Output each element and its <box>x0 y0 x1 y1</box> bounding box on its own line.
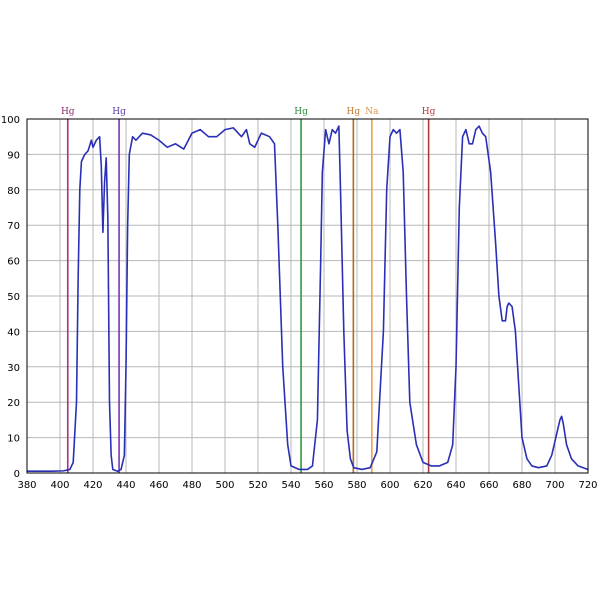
x-tick-label-480: 480 <box>182 480 201 491</box>
y-tick-label-80: 80 <box>7 186 20 197</box>
x-tick-label-520: 520 <box>248 480 267 491</box>
reference-lines <box>66 119 430 473</box>
y-tick-label-40: 40 <box>7 327 20 338</box>
x-tick-label-660: 660 <box>479 480 498 491</box>
y-tick-label-60: 60 <box>7 257 20 268</box>
reference-line-labels: Hg Hg Hg Hg Na Hg <box>61 107 436 117</box>
series-group <box>27 125 589 473</box>
reference-line-label-hg-1: Hg <box>112 107 126 117</box>
x-tick-label-460: 460 <box>149 480 168 491</box>
y-tick-label-90: 90 <box>7 150 20 161</box>
x-tick-label-440: 440 <box>116 480 135 491</box>
x-tick-label-540: 540 <box>281 480 300 491</box>
reference-line-label-hg-0: Hg <box>61 107 75 117</box>
y-tick-label-20: 20 <box>7 398 20 409</box>
x-tick-label-600: 600 <box>380 480 399 491</box>
x-tick-label-620: 620 <box>413 480 432 491</box>
y-tick-label-50: 50 <box>7 292 20 303</box>
reference-line-label-hg-2: Hg <box>294 107 308 117</box>
plot-frame <box>26 118 589 474</box>
x-tick-labels: 380 400 420 440 460 480 500 520 540 560 580 600 620 6… <box>17 480 597 491</box>
y-tick-label-0: 0 <box>14 469 20 480</box>
x-tick-label-420: 420 <box>83 480 102 491</box>
y-tick-label-10: 10 <box>7 434 20 445</box>
reference-line-label-hg-3: Hg <box>347 107 361 117</box>
x-tick-label-560: 560 <box>314 480 333 491</box>
chart-grid <box>26 118 589 474</box>
series-line-0 <box>27 125 589 473</box>
reference-line-label-na-4: Na <box>365 107 379 117</box>
x-tick-label-580: 580 <box>347 480 366 491</box>
x-tick-label-700: 700 <box>545 480 564 491</box>
y-tick-labels: 0 10 20 30 40 50 60 70 80 90 100 <box>1 115 20 480</box>
x-tick-label-400: 400 <box>50 480 69 491</box>
x-tick-label-500: 500 <box>215 480 234 491</box>
y-tick-label-70: 70 <box>7 221 20 232</box>
x-tick-label-640: 640 <box>446 480 465 491</box>
y-tick-label-100: 100 <box>1 115 20 126</box>
x-tick-label-380: 380 <box>17 480 36 491</box>
reference-line-label-hg-5: Hg <box>422 107 436 117</box>
y-tick-label-30: 30 <box>7 363 20 374</box>
x-tick-label-680: 680 <box>512 480 531 491</box>
x-tick-label-720: 720 <box>578 480 597 491</box>
